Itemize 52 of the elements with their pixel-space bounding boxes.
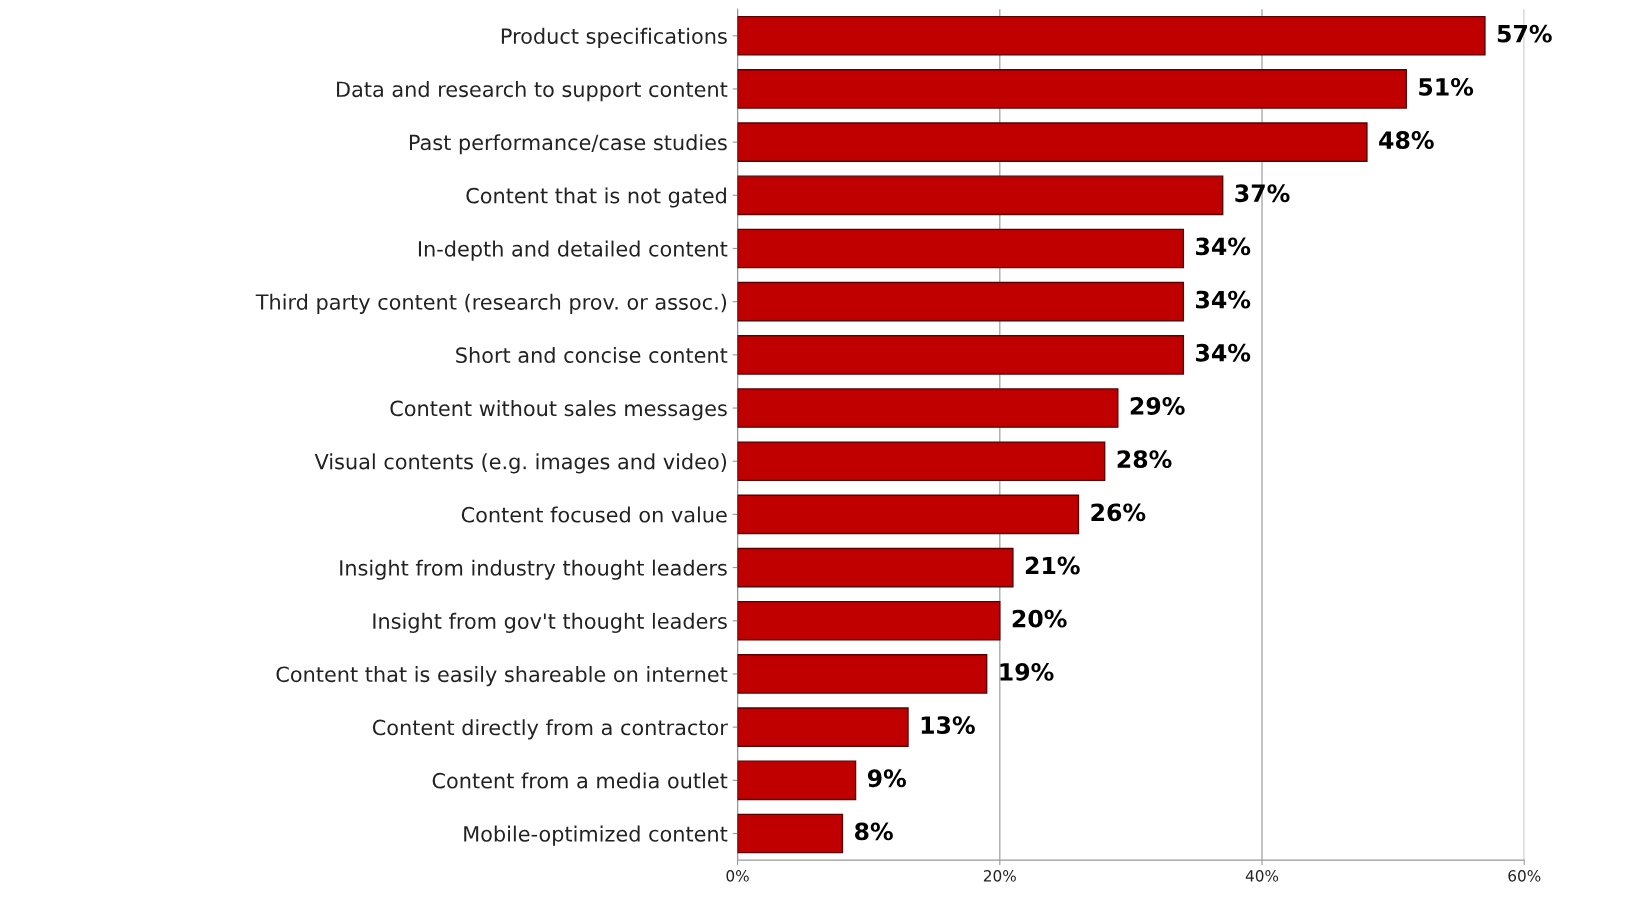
data-label: 51% — [1419, 77, 1474, 96]
y-tick-label: Content that is easily shareable on internet — [276, 666, 728, 687]
data-label: 29% — [1130, 397, 1185, 415]
y-tick-label: Data and research to support content — [337, 81, 728, 102]
x-tick-label: 0% — [726, 870, 749, 882]
bar — [737, 122, 1368, 162]
y-tick-label: Insight from industry thought leaders — [340, 559, 727, 580]
bar — [737, 388, 1119, 428]
data-label: 20% — [1012, 609, 1067, 628]
bar — [737, 760, 857, 801]
y-tick-label: Visual contents (e.g. images and video) — [314, 453, 727, 474]
y-tick-label: Short and concise content — [456, 346, 728, 364]
y-tick-label: Content from a media outlet — [432, 772, 728, 789]
bar — [737, 15, 1486, 56]
y-tick-label: Content without sales messages — [390, 400, 727, 421]
data-label: 37% — [1235, 184, 1290, 203]
data-label: 34% — [1196, 343, 1251, 362]
data-label: 34% — [1196, 290, 1251, 309]
bar — [737, 494, 1080, 535]
bar — [737, 654, 988, 694]
data-label: 19% — [1000, 662, 1054, 681]
y-tick-label: Product specifications — [501, 27, 727, 48]
bar — [737, 547, 1014, 588]
y-tick-label: Mobile-optimized content — [464, 825, 728, 846]
bar — [737, 281, 1185, 322]
data-label: 57% — [1497, 24, 1552, 43]
y-tick-label: Third party content (research prov. or assoc.) — [255, 293, 727, 314]
bar — [737, 600, 1001, 641]
y-tick-label: Past performance/case studies — [409, 134, 727, 155]
data-label: 9% — [867, 769, 906, 788]
bar — [737, 441, 1106, 482]
x-tick-label: 40% — [1245, 870, 1279, 882]
x-tick-label: 20% — [983, 870, 1016, 882]
bar — [737, 228, 1185, 269]
bar — [737, 69, 1407, 109]
y-tick-label: In-depth and detailed content — [418, 240, 728, 261]
data-label: 34% — [1196, 237, 1251, 256]
bar — [737, 175, 1224, 216]
bar — [737, 335, 1185, 375]
data-label: 26% — [1091, 503, 1146, 522]
y-tick-label: Content focused on value — [461, 506, 727, 523]
y-tick-label: Insight from gov't thought leaders — [373, 612, 727, 634]
bar — [737, 813, 844, 854]
y-tick-label: Content that is not gated — [466, 187, 726, 208]
data-label: 28% — [1117, 450, 1172, 469]
data-label: 8% — [855, 822, 893, 841]
x-tick-label: 60% — [1508, 870, 1541, 882]
data-label: 48% — [1379, 131, 1434, 149]
data-label: 21% — [1025, 556, 1080, 575]
data-label: 13% — [921, 716, 975, 734]
bar — [737, 707, 909, 747]
y-tick-label: Content directly from a contractor — [372, 719, 728, 740]
